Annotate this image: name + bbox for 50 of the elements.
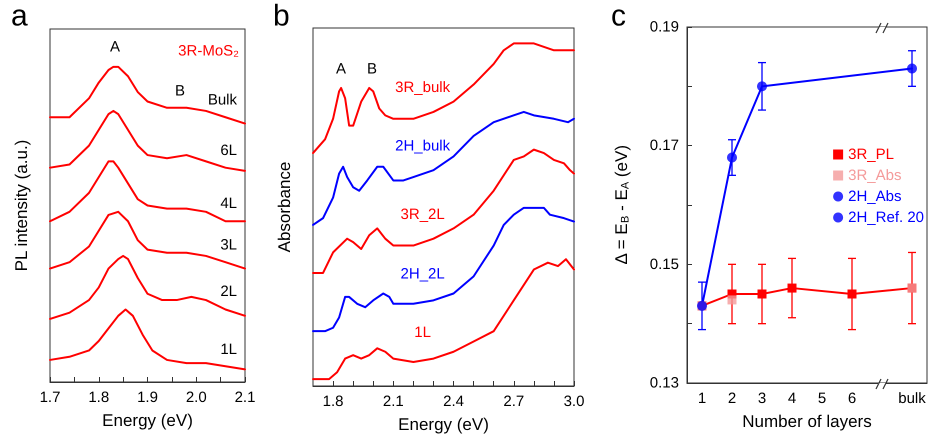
y-axis-title: Δ = EB - EA (eV)	[612, 144, 632, 265]
series-label: 1L	[220, 341, 237, 358]
y-tick-label: 0.13	[650, 374, 679, 392]
series-label: 3R_2L	[400, 206, 445, 223]
series-label: 2H_bulk	[395, 137, 451, 154]
legend-label: 2H_Abs	[848, 188, 902, 205]
x-tick-label: 4	[788, 390, 796, 407]
legend-label: 2H_Ref. 20	[848, 209, 924, 226]
annotation: A	[336, 60, 346, 78]
chart-title: a	[11, 0, 28, 32]
y-tick-label: 0.17	[650, 137, 679, 154]
chart-title: c	[611, 0, 626, 32]
x-tick-label: 2.1	[234, 389, 256, 406]
x-tick-label: 1.8	[88, 389, 110, 406]
text: 3R-MoS₂	[178, 42, 240, 60]
y-axis-title: Absorbance	[275, 162, 294, 252]
x-tick-label: 2.1	[382, 393, 404, 410]
series-label: 6L	[220, 142, 237, 159]
y-tick-label: 0.19	[650, 18, 679, 36]
x-tick-label: 1.7	[40, 389, 60, 406]
annotation: B	[174, 82, 186, 100]
series-label: Bulk	[208, 91, 238, 108]
x-tick-label: 2.0	[186, 389, 207, 406]
x-tick-label: 3	[758, 390, 766, 407]
x-axis-title: Energy (eV)	[102, 411, 193, 430]
series-label: 4L	[220, 194, 237, 212]
legend-label: 3R_PL	[848, 146, 894, 163]
series-label: 3L	[220, 236, 237, 254]
x-tick-label: 1.9	[137, 389, 158, 406]
x-axis-title: Energy (eV)	[398, 415, 489, 434]
x-tick-label: 3.0	[564, 393, 584, 410]
series-label: 2L	[220, 283, 237, 300]
x-tick-label: 2	[728, 390, 736, 407]
x-tick-label: 1	[698, 390, 706, 407]
text: A	[110, 38, 120, 56]
series-label: 1L	[414, 324, 431, 341]
x-tick-label: 6	[848, 390, 856, 407]
y-tick-label: 0.15	[650, 256, 679, 273]
y-axis-title: PL intensity (a.u.)	[12, 140, 31, 272]
series-label: 3R_bulk	[395, 79, 451, 96]
x-tick-label: 1.8	[322, 393, 344, 410]
x-tick-label: 5	[818, 390, 826, 407]
series-label: 2H_2L	[400, 266, 445, 283]
x-tick-label: 2.7	[503, 393, 524, 410]
annotation: B	[366, 60, 378, 78]
x-tick-label: 2.4	[443, 393, 464, 410]
x-axis-title: Number of layers	[742, 412, 872, 431]
legend-label: 3R_Abs	[848, 167, 902, 184]
chart-title: b	[273, 0, 290, 32]
x-tick-label: bulk	[898, 390, 926, 407]
